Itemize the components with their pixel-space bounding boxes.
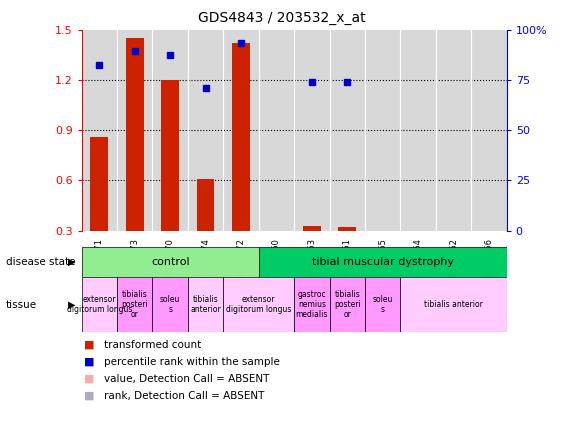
- Bar: [91, 137, 108, 231]
- Bar: [329, 277, 365, 332]
- Text: tibialis
anterior: tibialis anterior: [190, 295, 221, 314]
- Bar: [153, 277, 188, 332]
- Text: soleu
s: soleu s: [160, 295, 180, 314]
- Bar: [294, 277, 329, 332]
- Bar: [126, 38, 144, 231]
- Text: disease state: disease state: [6, 257, 75, 267]
- Bar: [400, 277, 507, 332]
- Text: ▶: ▶: [68, 299, 76, 310]
- Text: extensor
digitorum longus: extensor digitorum longus: [66, 295, 132, 314]
- Bar: [224, 277, 294, 332]
- Text: tibialis
posteri
or: tibialis posteri or: [334, 290, 361, 319]
- Text: tibialis anterior: tibialis anterior: [424, 300, 483, 309]
- Bar: [117, 277, 153, 332]
- Bar: [259, 247, 507, 277]
- Text: value, Detection Call = ABSENT: value, Detection Call = ABSENT: [104, 374, 270, 384]
- Text: ■: ■: [84, 340, 95, 350]
- Bar: [338, 227, 356, 231]
- Bar: [232, 43, 250, 231]
- Text: ▶: ▶: [68, 257, 76, 267]
- Bar: [196, 179, 215, 231]
- Text: control: control: [151, 257, 190, 267]
- Text: tibial muscular dystrophy: tibial muscular dystrophy: [312, 257, 454, 267]
- Text: extensor
digitorum longus: extensor digitorum longus: [226, 295, 292, 314]
- Text: gastroc
nemius
medialis: gastroc nemius medialis: [296, 290, 328, 319]
- Bar: [162, 80, 179, 231]
- Text: rank, Detection Call = ABSENT: rank, Detection Call = ABSENT: [104, 390, 265, 401]
- Bar: [303, 225, 321, 231]
- Bar: [188, 277, 224, 332]
- Bar: [82, 247, 259, 277]
- Bar: [365, 277, 400, 332]
- Text: transformed count: transformed count: [104, 340, 202, 350]
- Text: tibialis
posteri
or: tibialis posteri or: [122, 290, 148, 319]
- Text: ■: ■: [84, 390, 95, 401]
- Bar: [82, 277, 117, 332]
- Text: tissue: tissue: [6, 299, 37, 310]
- Text: ■: ■: [84, 357, 95, 367]
- Text: GDS4843 / 203532_x_at: GDS4843 / 203532_x_at: [198, 11, 365, 25]
- Text: ■: ■: [84, 374, 95, 384]
- Text: percentile rank within the sample: percentile rank within the sample: [104, 357, 280, 367]
- Text: soleu
s: soleu s: [373, 295, 393, 314]
